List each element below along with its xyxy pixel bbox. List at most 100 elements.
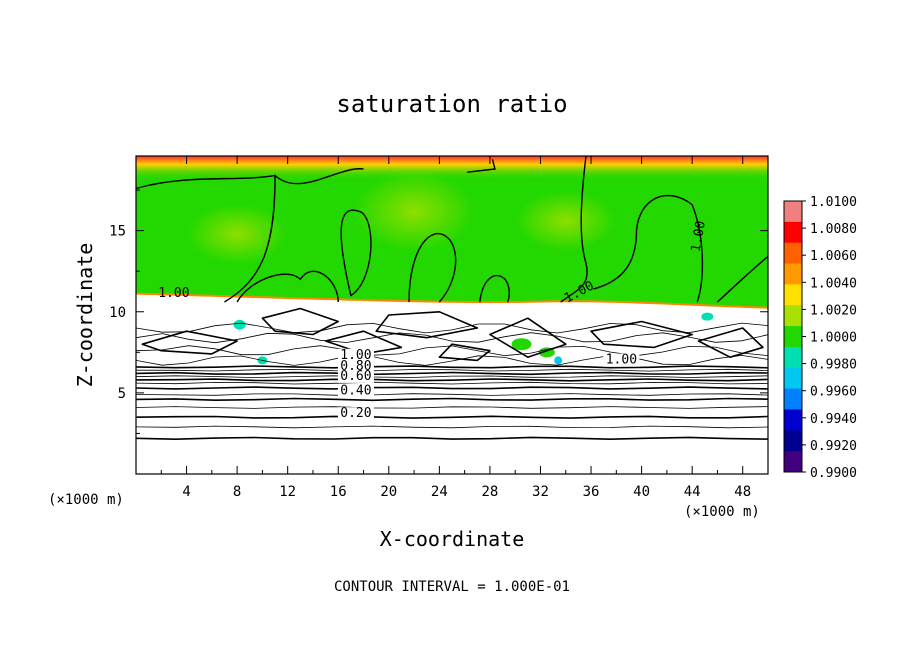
moist-patch [354,171,475,252]
x-unit-label-left: (×1000 m) [48,492,124,508]
contour-line [136,354,768,366]
y-axis-ticks: 5 10 15 [109,189,768,434]
contour-line [560,156,588,303]
x-tick-label: 44 [684,484,701,500]
contour-label: 0.40 [340,384,371,399]
contour-line [141,330,238,355]
pocket [233,319,246,330]
colorbar-label: 0.9940 [810,412,857,427]
x-tick-label: 12 [279,484,296,500]
contour-line [136,425,768,429]
x-tick-label: 4 [182,484,190,500]
contour-label: 0.60 [340,369,371,384]
contour-line [479,274,510,303]
colorbar-label: 1.0080 [810,222,857,237]
x-axis-title: X-coordinate [380,527,525,551]
y-tick-label: 15 [109,224,126,240]
colorbar-swatch [784,346,802,369]
pocket [554,356,563,365]
contour-line [136,322,768,334]
colorbar-swatch [784,263,802,285]
y-tick-label: 5 [118,386,126,402]
contour-line [136,381,768,385]
contour-label: 1.00 [606,353,637,368]
contour-line [136,378,768,382]
x-unit-label-right: (×1000 m) [684,504,760,520]
contour-line [467,159,496,173]
colorbar-label: 1.0060 [810,249,857,264]
x-tick-label: 24 [431,484,448,500]
colorbar-swatch [784,305,802,327]
x-tick-label: 28 [481,484,498,500]
colorbar-label: 0.9980 [810,358,857,373]
contour-line [136,368,768,372]
supersaturated-band [136,156,768,180]
colorbar-swatch [784,430,802,452]
contour-line [136,393,768,396]
colorbar-label: 1.0000 [810,331,857,346]
contour-line [274,168,364,185]
colorbar-label: 0.9900 [810,466,857,481]
contour-label-bg [337,384,374,398]
x-tick-label: 48 [734,484,751,500]
colorbar-label: 1.0100 [810,195,857,210]
x-tick-label: 8 [233,484,241,500]
contour-label: 1.00 [340,348,371,363]
contour-line [136,332,768,344]
colorbar-swatch [784,284,802,306]
moist-patch [515,190,616,251]
colorbar-label: 1.0040 [810,276,857,291]
y-axis-title: Z-coordinate [73,243,97,388]
x-axis-ticks: 4 8 12 16 20 24 28 32 36 40 44 48 [160,156,751,500]
colorbar-swatch [784,221,802,244]
contour-label-bg [337,407,374,421]
contour-label-bg [337,348,374,362]
x-tick-label: 16 [330,484,347,500]
contour-line [375,311,479,339]
x-tick-label: 20 [380,484,397,500]
colorbar-swatch [784,388,802,410]
contour-label: 0.20 [340,406,371,421]
colorbar-swatch [784,326,802,348]
contour-label: 1.00 [158,286,189,301]
contour-label-bg [337,369,374,383]
pocket [701,312,714,321]
colorbar-swatch [784,242,802,265]
contour-line [136,415,768,419]
cloud-top-fringe [136,292,768,309]
contour-interval-note: CONTOUR INTERVAL = 1.000E-01 [334,579,570,595]
contour-label-bg [603,353,640,367]
contour-line [136,436,768,441]
contour-line [593,194,704,303]
contour-line [236,270,339,303]
moist-patch [187,203,288,264]
contour-line [697,327,764,358]
x-tick-label: 40 [633,484,650,500]
pocket [511,338,532,351]
chart-title: saturation ratio [336,90,567,118]
contour-lines [136,156,768,441]
contour-line [136,397,768,402]
colorbar-swatch [784,367,802,390]
contour-line [408,232,457,303]
colorbar-swatch [784,409,802,431]
contour-line [438,343,491,362]
contour-line [716,256,768,303]
contour-line [136,345,768,357]
y-tick-label: 10 [109,305,126,321]
x-tick-label: 32 [532,484,549,500]
colorbar-swatch [784,201,802,223]
contour-line [136,386,768,390]
x-tick-label: 36 [583,484,600,500]
colorbar-swatch [784,451,802,473]
contour-line [261,307,339,336]
colorbar-label: 0.9920 [810,439,857,454]
plot-frame [135,155,769,475]
contour-line [590,320,693,349]
contour-line [136,375,768,379]
contour-label: 1.00 [689,220,709,253]
contour-line [136,406,768,409]
colorbar-label: 1.0020 [810,303,857,318]
saturation-field [136,156,768,474]
